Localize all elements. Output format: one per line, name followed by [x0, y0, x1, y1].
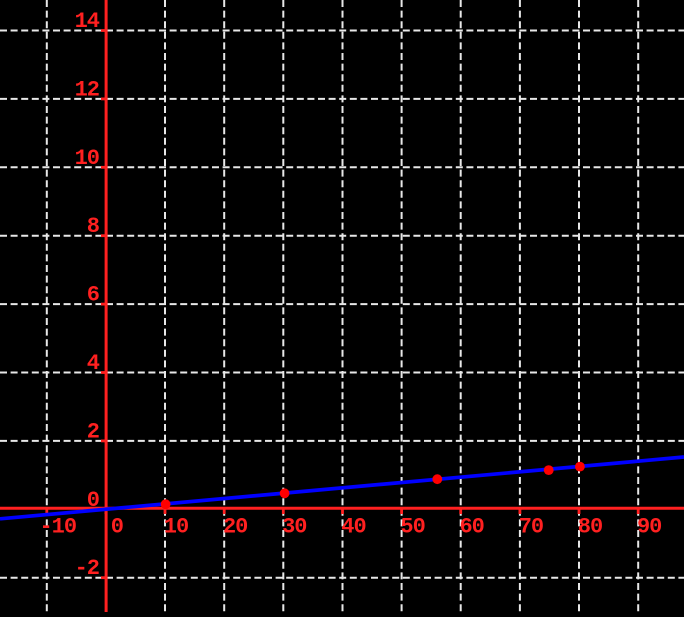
svg-text:10: 10: [164, 515, 188, 540]
svg-text:50: 50: [400, 515, 424, 540]
svg-text:10: 10: [75, 146, 99, 171]
svg-text:20: 20: [223, 515, 247, 540]
svg-text:8: 8: [87, 214, 100, 239]
svg-text:30: 30: [282, 515, 306, 540]
svg-text:2: 2: [87, 419, 99, 444]
svg-text:14: 14: [75, 9, 100, 34]
svg-text:6: 6: [87, 283, 99, 308]
svg-text:60: 60: [459, 515, 483, 540]
svg-text:4: 4: [87, 351, 100, 376]
svg-text:-10: -10: [39, 515, 76, 540]
svg-text:0: 0: [87, 488, 99, 513]
svg-text:40: 40: [341, 515, 365, 540]
svg-text:70: 70: [519, 515, 543, 540]
svg-text:-2: -2: [75, 556, 99, 581]
svg-text:90: 90: [637, 515, 661, 540]
svg-text:12: 12: [75, 77, 99, 102]
svg-text:80: 80: [578, 515, 602, 540]
svg-text:0: 0: [111, 515, 123, 540]
